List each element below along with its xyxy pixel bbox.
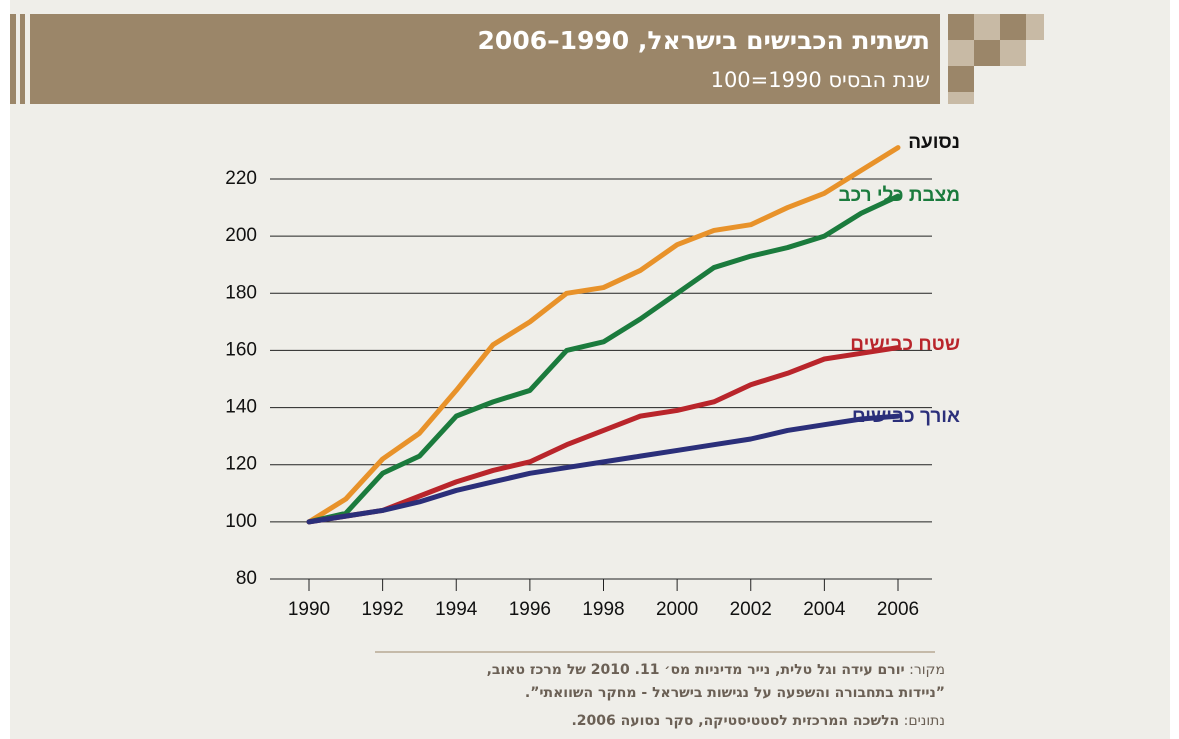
chart-subtitle: שנת הבסיס 1990=100 [710, 68, 930, 92]
decor-square [1000, 40, 1026, 66]
y-tick-label: 120 [225, 454, 257, 475]
y-tick-label: 220 [225, 168, 257, 189]
decor-square [948, 14, 974, 40]
y-tick-label: 140 [225, 397, 257, 418]
x-tick-label: 2002 [730, 599, 772, 620]
decor-square [948, 66, 974, 92]
series-line [306, 345, 901, 525]
source-line: ”ניידות בתחבורה והשפעה על נגישות בישראל … [525, 685, 945, 701]
decor-square [1026, 14, 1044, 40]
data-source-text: הלשכה המרכזית לסטטיסטיקה, סקר נסועה 2006… [571, 713, 900, 729]
decor-square [974, 40, 1000, 66]
series-label: שטח כבישים [850, 334, 960, 355]
data-source-label: נתונים: [903, 713, 945, 729]
panel [10, 0, 1170, 739]
series-line [306, 193, 901, 525]
y-tick-label: 80 [236, 568, 257, 589]
source-label: מקור: [909, 662, 945, 678]
decor-bar [10, 14, 16, 104]
x-tick-label: 2004 [803, 599, 846, 620]
y-tick-label: 180 [225, 282, 257, 303]
x-tick-label: 1992 [361, 599, 403, 620]
decor-square [1000, 14, 1026, 40]
header-band [30, 14, 940, 104]
source-line: מקור: יורם עידה וגל טלית, נייר מדיניות מ… [487, 662, 945, 678]
source-text: יורם עידה וגל טלית, נייר מדיניות מס׳ 11.… [486, 662, 905, 678]
series-label: מצבת כלי רכב [838, 185, 960, 206]
decor-square [974, 14, 1000, 40]
chart-title: תשתית הכבישים בישראל, 1990–2006 [477, 26, 930, 55]
source-text: ”ניידות בתחבורה והשפעה על נגישות בישראל … [524, 685, 945, 701]
y-tick-label: 200 [225, 225, 257, 246]
x-tick-label: 2006 [877, 599, 919, 620]
decor-bar [20, 14, 25, 104]
x-tick-label: 1994 [435, 599, 478, 620]
series-label: נסועה [908, 132, 960, 153]
x-tick-label: 1996 [509, 599, 551, 620]
y-tick-label: 100 [225, 511, 257, 532]
series-line [306, 413, 901, 525]
x-tick-label: 1998 [582, 599, 624, 620]
series-line [306, 145, 901, 525]
x-tick-label: 1990 [288, 599, 330, 620]
data-source-line: נתונים: הלשכה המרכזית לסטטיסטיקה, סקר נס… [571, 713, 945, 729]
decor-square [948, 92, 974, 104]
series-label: אורך כבישים [852, 406, 960, 427]
y-tick-label: 160 [225, 339, 257, 360]
decor-square [948, 40, 974, 66]
x-tick-label: 2000 [656, 599, 698, 620]
